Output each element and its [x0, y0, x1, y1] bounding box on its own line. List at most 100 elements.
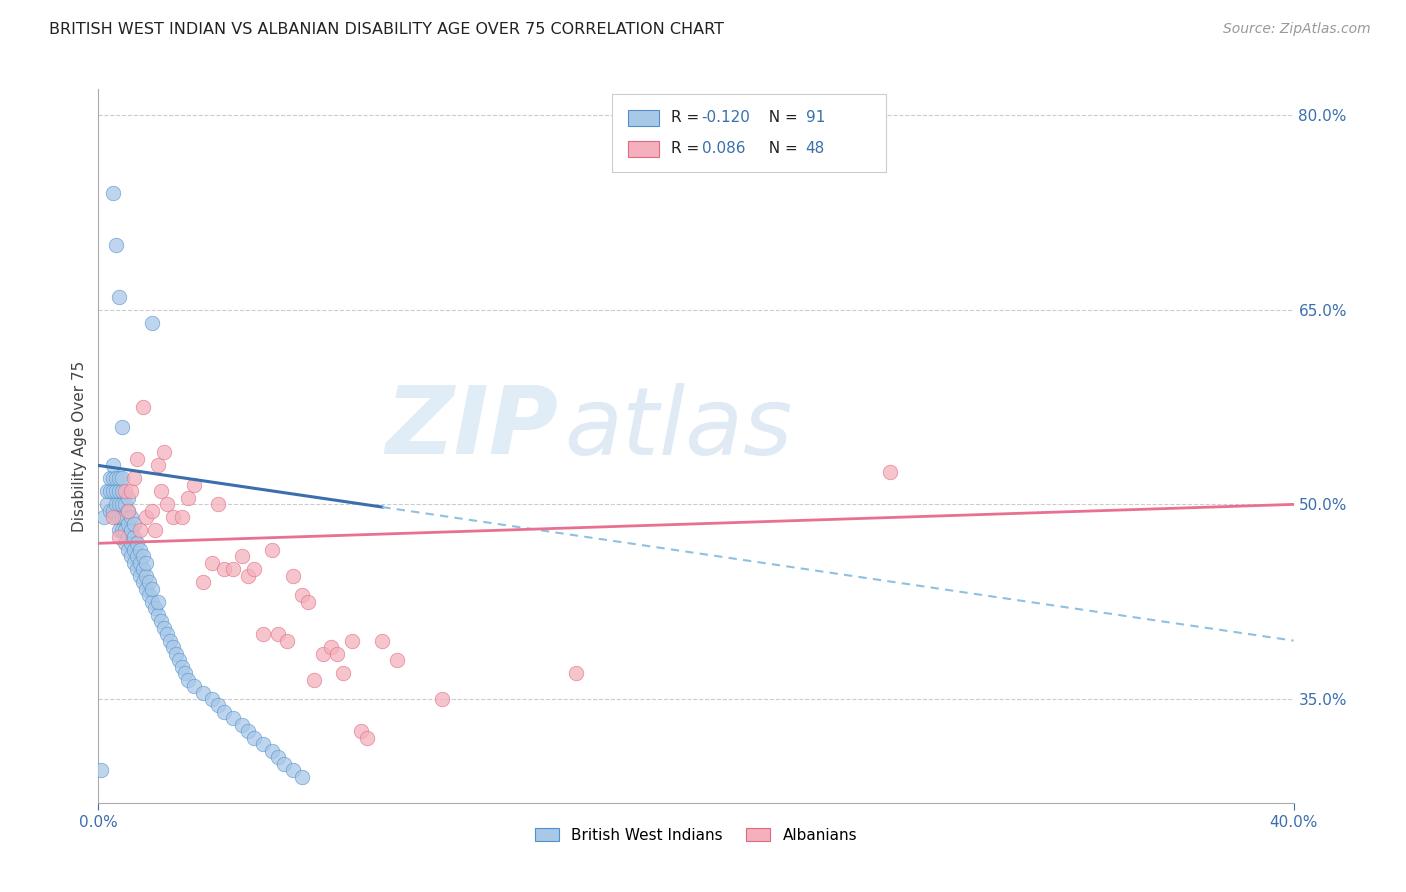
Point [879, 465, 901, 479]
Point [120, 484, 142, 499]
Point [120, 549, 142, 564]
Point [117, 542, 139, 557]
Point [108, 497, 131, 511]
Point [93, 510, 115, 524]
Point [150, 614, 173, 628]
Point [141, 316, 163, 330]
Point [243, 562, 266, 576]
Point [103, 504, 125, 518]
Text: 0.086: 0.086 [702, 142, 745, 156]
Text: Source: ZipAtlas.com: Source: ZipAtlas.com [1223, 22, 1371, 37]
Text: ZIP: ZIP [385, 382, 558, 475]
Point [111, 497, 134, 511]
Point [114, 497, 136, 511]
Point [191, 685, 214, 699]
Point [430, 692, 453, 706]
Text: atlas: atlas [565, 383, 793, 474]
Point [236, 568, 259, 582]
Point [150, 484, 173, 499]
Point [132, 562, 155, 576]
Point [127, 536, 149, 550]
Point [191, 575, 214, 590]
Point [302, 673, 325, 687]
Point [138, 588, 160, 602]
Point [127, 452, 149, 467]
Point [172, 510, 194, 524]
Point [177, 491, 200, 505]
Point [141, 504, 163, 518]
Point [111, 484, 134, 499]
Point [117, 516, 139, 531]
Point [124, 471, 146, 485]
Point [565, 666, 588, 681]
Point [117, 504, 139, 518]
Point [114, 510, 136, 524]
Point [124, 530, 146, 544]
Text: -0.120: -0.120 [702, 111, 751, 125]
Point [103, 510, 125, 524]
Point [114, 484, 136, 499]
Point [103, 471, 125, 485]
Point [156, 497, 179, 511]
Point [129, 524, 152, 538]
Point [321, 640, 343, 654]
Point [127, 562, 149, 576]
Point [236, 724, 259, 739]
Point [111, 419, 134, 434]
Point [111, 471, 134, 485]
Legend: British West Indians, Albanians: British West Indians, Albanians [529, 822, 863, 848]
Point [183, 679, 205, 693]
Point [174, 666, 197, 681]
Point [108, 530, 131, 544]
Point [132, 575, 155, 590]
Point [153, 621, 176, 635]
Point [281, 568, 304, 582]
Point [120, 524, 142, 538]
Point [260, 744, 283, 758]
Point [135, 582, 157, 596]
Point [148, 458, 170, 473]
Point [132, 400, 155, 414]
Point [332, 666, 354, 681]
Point [117, 491, 139, 505]
Point [273, 756, 295, 771]
Point [172, 659, 194, 673]
Point [297, 595, 319, 609]
Point [103, 484, 125, 499]
Point [167, 653, 190, 667]
Point [117, 530, 139, 544]
Text: 91: 91 [806, 111, 825, 125]
Point [183, 478, 205, 492]
Point [356, 731, 378, 745]
Point [124, 556, 146, 570]
Point [105, 238, 128, 252]
Point [120, 510, 142, 524]
Point [129, 556, 152, 570]
Y-axis label: Disability Age Over 75: Disability Age Over 75 [72, 360, 87, 532]
Point [252, 738, 274, 752]
Point [267, 627, 290, 641]
Point [165, 647, 187, 661]
Point [267, 750, 290, 764]
Point [212, 562, 235, 576]
Point [350, 724, 373, 739]
Point [117, 504, 139, 518]
Point [108, 510, 131, 524]
Point [98, 504, 122, 518]
Point [143, 524, 166, 538]
Point [124, 542, 146, 557]
Point [148, 607, 170, 622]
Point [326, 647, 349, 661]
Point [212, 705, 235, 719]
Text: R =: R = [671, 142, 704, 156]
Point [98, 471, 122, 485]
Point [127, 549, 149, 564]
Point [143, 601, 166, 615]
Point [138, 575, 160, 590]
Point [90, 764, 112, 778]
Point [201, 692, 224, 706]
Point [291, 588, 314, 602]
Point [111, 524, 134, 538]
Point [281, 764, 304, 778]
Point [105, 497, 128, 511]
